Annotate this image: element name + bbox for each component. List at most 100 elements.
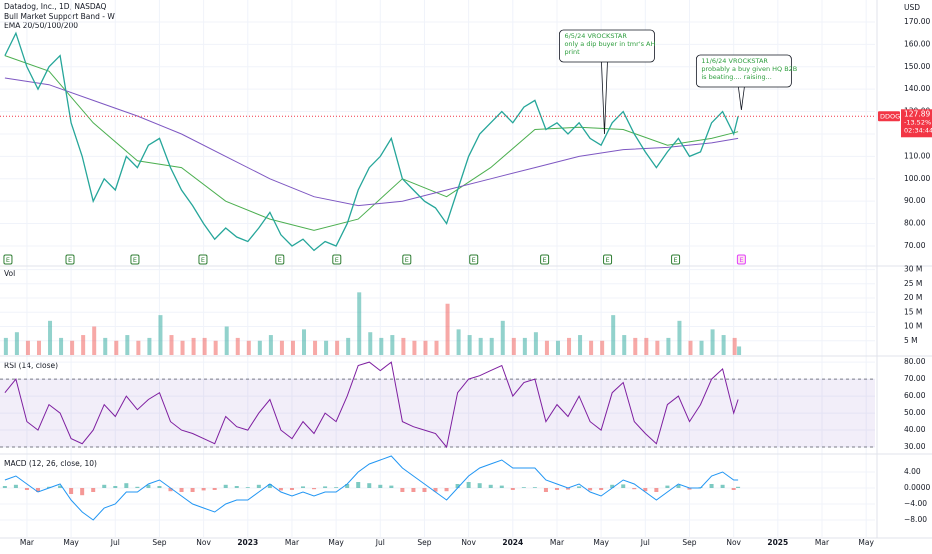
volume-bar [125,335,130,355]
volume-bar [456,329,461,355]
callout-pointer [737,86,745,111]
callout-pointer [601,61,608,134]
volume-bar [600,340,605,355]
volume-bar [25,340,30,355]
earnings-label: E [278,256,282,264]
volume-bar [147,337,152,355]
volume-bar [324,340,329,355]
volume-bar [202,337,207,355]
volume-bar [3,337,8,355]
indicator-label: EMA 20/50/100/200 [4,21,78,30]
macd-histogram-bar [234,486,239,488]
macd-histogram-bar [621,484,626,488]
macd-histogram-bar [69,488,74,494]
volume-bar [335,340,340,355]
earnings-marker [275,254,285,265]
macd-histogram-bar [411,488,416,492]
x-tick-label: Mar [20,538,35,547]
volume-bar [699,340,704,355]
earnings-label: E [605,256,609,264]
volume-bar [92,326,97,355]
y-tick-label: 140.00 [904,84,930,93]
earnings-label: E [405,256,409,264]
macd-histogram-bar [444,488,449,492]
x-tick-label: Nov [726,538,741,547]
macd-histogram-bar [256,484,261,488]
volume-bar [158,315,163,355]
macd-histogram-bar [13,484,18,488]
earnings-label: E [6,256,10,264]
earnings-label: E [68,256,72,264]
callout-text: 6/5/24 VROCKSTAR [564,32,627,40]
macd-histogram-bar [323,486,328,488]
y-tick-label: 0.0000 [904,483,930,492]
y-tick-label: −8.00 [904,515,927,524]
volume-bar [59,337,64,355]
earnings-marker [603,254,613,265]
volume-bar [180,340,185,355]
macd-histogram-bar [477,483,482,488]
volume-bar [732,337,737,355]
callout-text: print [564,48,580,56]
volume-bar [589,340,594,355]
volume-bar [36,340,41,355]
x-tick-label: Mar [550,538,565,547]
volume-bar [434,340,439,355]
macd-histogram-bar [47,486,52,488]
volume-bar [467,335,472,355]
rsi-line [4,361,739,449]
macd-histogram-bar [654,488,659,492]
macd-histogram-bar [466,482,471,488]
volume-bar [268,335,273,355]
macd-histogram-bar [367,483,372,488]
y-tick-label: 60.00 [904,391,926,400]
macd-histogram-bar [577,486,582,488]
volume-bar [246,340,251,355]
volume-bar [611,315,616,355]
x-tick-label: May [593,538,609,547]
macd-histogram-bar [599,488,604,490]
volume-bar [48,320,53,355]
y-tick-label: 70.00 [904,374,926,383]
callout-box [695,54,792,88]
volume-bar [401,337,406,355]
earnings-label: E [739,256,743,264]
macd-histogram-bar [179,488,184,492]
volume-bar [533,332,538,355]
volume-bar [578,335,583,355]
volume-bar [346,337,351,355]
volume-bar [622,335,627,355]
earnings-label: E [133,256,137,264]
y-tick-label: 30 M [904,265,922,274]
macd-histogram-bar [168,488,173,492]
x-tick-label: Mar [285,538,300,547]
change-label: -13.52% [904,118,931,126]
macd-histogram-bar [157,486,162,488]
macd-histogram-bar [510,488,515,490]
x-tick-label: Sep [417,538,431,547]
y-tick-label: −4.00 [904,499,927,508]
y-tick-label: 170.00 [904,17,930,26]
volume-bar [500,320,505,355]
macd-histogram-bar [278,488,283,491]
volume-bar [81,335,86,355]
macd-histogram-bar [245,487,250,488]
volume-bar [191,337,196,355]
volume-bar [737,346,742,355]
macd-histogram-bar [113,486,118,488]
earnings-label: E [543,256,547,264]
volume-bar [114,340,119,355]
y-tick-label: 25 M [904,279,922,288]
earnings-marker [65,254,75,265]
macd-histogram-bar [400,488,405,492]
x-tick-label: Sep [152,538,166,547]
indicator-label: Bull Market Support Band - W [4,12,115,21]
volume-bar [279,340,284,355]
x-tick-label: May [63,538,79,547]
volume-bar [357,292,362,355]
volume-bar [213,340,218,355]
volume-bar [368,332,373,355]
pane-label: Vol [4,269,15,278]
macd-histogram-bar [643,488,648,492]
volume-bar [511,337,516,355]
